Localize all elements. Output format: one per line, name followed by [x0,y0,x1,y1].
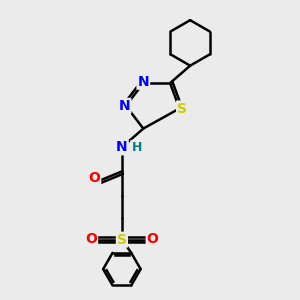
Text: O: O [85,232,97,246]
Text: N: N [119,99,130,113]
Text: N: N [116,140,128,154]
Text: N: N [137,75,149,89]
Text: H: H [131,141,142,154]
Text: O: O [147,232,159,246]
Text: S: S [177,101,187,116]
Text: O: O [88,171,100,185]
Text: S: S [117,233,127,247]
